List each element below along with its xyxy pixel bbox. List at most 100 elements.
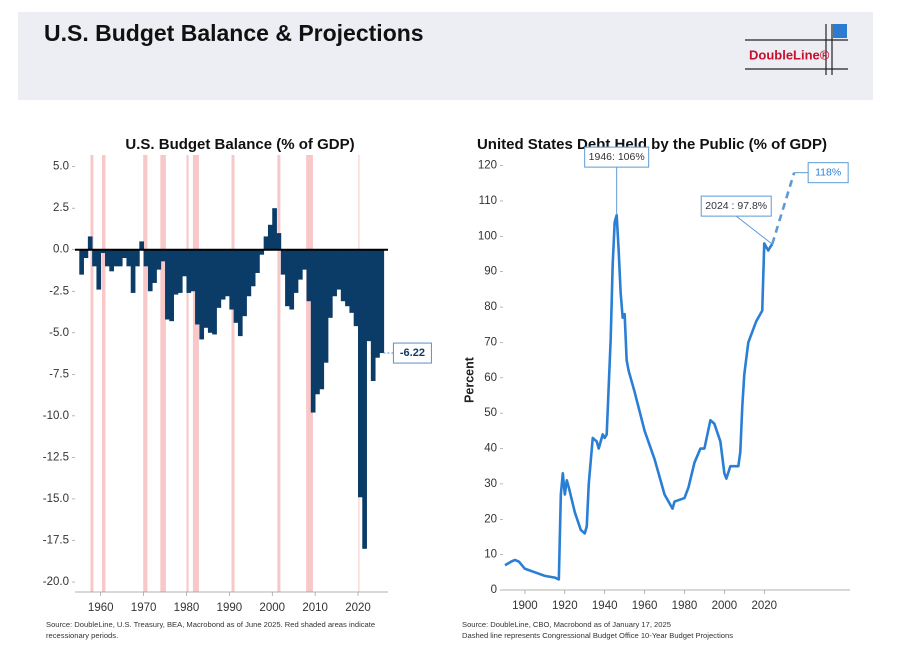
area-segment xyxy=(366,249,372,342)
x-tick-label: 1980 xyxy=(174,602,200,614)
area-segment xyxy=(105,249,110,267)
y-tick-label: -15.0 xyxy=(43,493,69,505)
area-segment xyxy=(237,249,243,337)
source-note: Source: DoubleLine, CBO, Macrobond as of… xyxy=(462,620,671,629)
area-segment xyxy=(109,249,114,272)
area-segment xyxy=(297,249,303,280)
area-segment xyxy=(130,249,136,293)
area-segment xyxy=(186,249,192,293)
area-segment xyxy=(276,233,282,250)
area-segment xyxy=(285,249,290,307)
area-segment xyxy=(143,249,149,267)
recession-band xyxy=(192,155,199,592)
area-segment xyxy=(289,249,295,310)
area-segment xyxy=(117,249,123,267)
area-segment xyxy=(169,249,175,322)
area-segment xyxy=(83,249,89,259)
y-tick-label: 0.0 xyxy=(53,244,69,256)
area-segment xyxy=(220,249,226,300)
area-segment xyxy=(160,249,166,262)
area-segment xyxy=(315,249,320,395)
y-tick-label: 5.0 xyxy=(53,161,69,173)
projection-line xyxy=(770,172,796,245)
area-segment xyxy=(349,249,355,313)
callout-label: -6.22 xyxy=(400,347,425,359)
callout-box xyxy=(392,342,432,364)
source-note: recessionary periods. xyxy=(46,631,118,640)
source-note: Dashed line represents Congressional Bud… xyxy=(462,631,733,640)
recession-band xyxy=(277,155,281,592)
y-tick-label: 40 xyxy=(484,443,497,455)
y-tick-label: -20.0 xyxy=(43,576,69,588)
area-segment xyxy=(379,249,385,354)
x-tick-label: 1940 xyxy=(592,600,618,612)
y-tick-label: 10 xyxy=(484,549,497,561)
area-segment xyxy=(126,249,132,267)
area-segment xyxy=(79,249,84,275)
series-line xyxy=(504,213,774,581)
x-tick-label: 2020 xyxy=(345,602,371,614)
y-tick-label: 120 xyxy=(478,160,497,172)
area-segment xyxy=(113,249,119,267)
logo-text: DoubleLine® xyxy=(749,47,830,62)
area-segment xyxy=(293,249,299,293)
recession-band xyxy=(306,155,313,592)
area-segment xyxy=(336,249,342,290)
header-band xyxy=(18,12,873,100)
area-segment xyxy=(177,249,183,293)
recession-band xyxy=(102,155,106,592)
area-segment xyxy=(340,249,346,302)
y-tick-label: 60 xyxy=(484,372,497,384)
y-tick-label: 110 xyxy=(479,195,497,207)
y-tick-label: 2.5 xyxy=(53,202,69,214)
x-tick-label: 1960 xyxy=(88,602,114,614)
area-segment xyxy=(362,249,367,549)
y-tick-label: -17.5 xyxy=(43,535,69,547)
y-tick-label: 100 xyxy=(478,230,497,242)
area-segment xyxy=(122,249,127,259)
area-segment xyxy=(233,249,239,323)
recession-band xyxy=(160,155,166,592)
area-segment xyxy=(250,249,256,287)
chart-panel: United States Debt Held by the Public (%… xyxy=(462,136,850,640)
y-tick-label: 80 xyxy=(484,301,497,313)
area-segment xyxy=(255,249,260,273)
area-segment xyxy=(229,249,235,310)
area-segment xyxy=(370,249,376,381)
area-segment xyxy=(242,249,247,317)
area-segment xyxy=(100,249,106,254)
recession-band xyxy=(90,155,94,592)
area-segment xyxy=(272,208,277,250)
annotation-label: 1946: 106% xyxy=(589,151,645,163)
area-segment xyxy=(203,249,209,328)
y-tick-label: -2.5 xyxy=(49,285,69,297)
annotation-box xyxy=(807,162,849,184)
y-tick-label: 50 xyxy=(484,407,497,419)
annotation-label: 118% xyxy=(815,166,841,178)
logo: DoubleLine® xyxy=(745,24,848,75)
y-tick-label: -5.0 xyxy=(49,327,69,339)
area-segment xyxy=(92,249,97,267)
annotation-box xyxy=(584,146,650,168)
area-segment xyxy=(195,249,200,325)
area-segment xyxy=(302,249,307,270)
y-tick-label: -12.5 xyxy=(43,451,69,463)
area-segment xyxy=(152,249,157,283)
source-note: Source: DoubleLine, U.S. Treasury, BEA, … xyxy=(46,620,375,629)
logo-square xyxy=(833,24,847,38)
chart-panel: U.S. Budget Balance (% of GDP) 5.0 2.5 0.0 -… xyxy=(43,136,432,640)
y-tick-label: 70 xyxy=(484,336,497,348)
y-tick-label: -10.0 xyxy=(43,410,69,422)
area-segment xyxy=(327,249,333,318)
chart-title: U.S. Budget Balance (% of GDP) xyxy=(125,136,354,153)
annotation-box xyxy=(700,195,772,217)
area-segment xyxy=(96,249,102,290)
area-segment xyxy=(353,249,359,327)
recession-band xyxy=(186,155,189,592)
x-tick-label: 1960 xyxy=(632,600,658,612)
area-segment xyxy=(267,224,273,250)
y-axis-label: Percent xyxy=(462,356,476,403)
y-tick-label: 20 xyxy=(484,513,497,525)
recession-band xyxy=(231,155,235,592)
